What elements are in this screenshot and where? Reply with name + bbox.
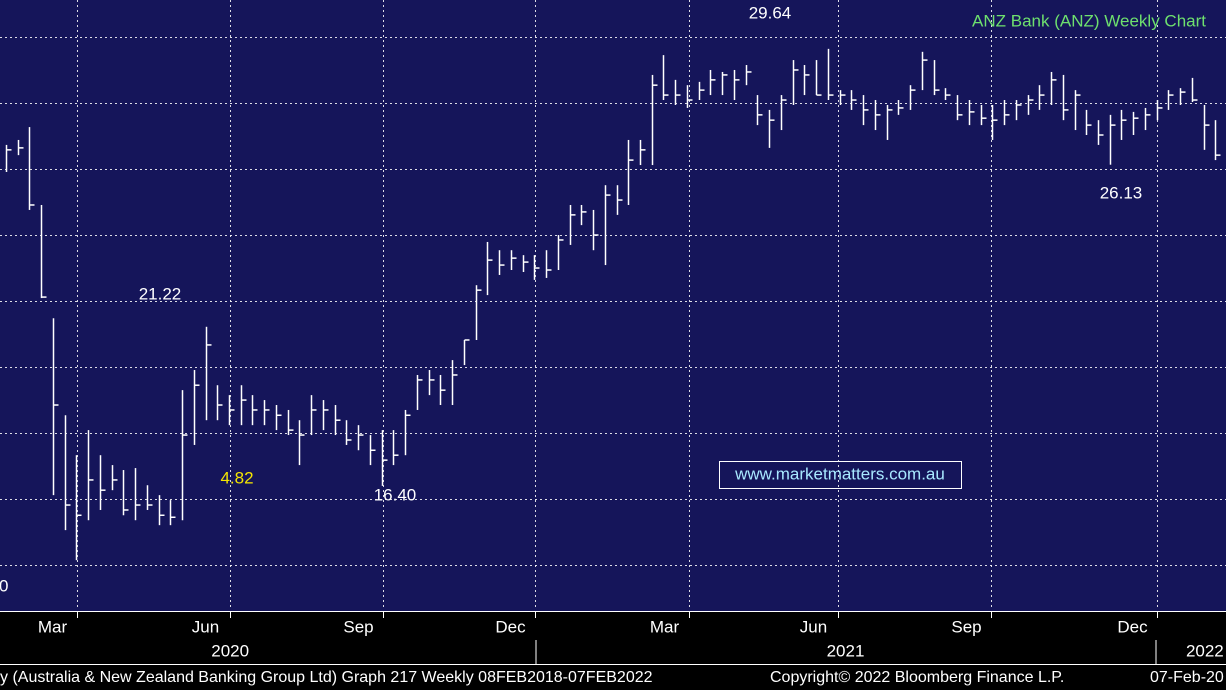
plot-background: [0, 0, 1226, 611]
year-label: 2021: [827, 641, 865, 660]
x-tick-label: Sep: [951, 617, 981, 636]
bars: [5, 48, 1221, 561]
annotation: 0: [0, 576, 8, 595]
x-tick-label: Jun: [800, 617, 827, 636]
footer-text: y (Australia & New Zealand Banking Group…: [0, 669, 653, 686]
x-tick-label: Sep: [343, 617, 373, 636]
watermark-box: [719, 461, 962, 489]
watermark: www.marketmatters.com.au: [734, 464, 945, 483]
chart-title: ANZ Bank (ANZ) Weekly Chart: [972, 11, 1206, 30]
grid: [0, 0, 1226, 610]
footer-text: Copyright© 2022 Bloomberg Finance L.P.: [770, 669, 1064, 686]
annotation: 26.13: [1100, 183, 1143, 202]
x-tick-label: Jun: [192, 617, 219, 636]
annotation: 4.82: [220, 468, 253, 487]
year-label: 2022: [1186, 641, 1224, 660]
footer-text: 07-Feb-20: [1150, 669, 1224, 686]
annotation: 29.64: [749, 3, 792, 22]
year-label: 2020: [211, 641, 249, 660]
x-tick-label: Mar: [650, 617, 680, 636]
x-tick-label: Dec: [1117, 617, 1148, 636]
annotation: 21.22: [139, 284, 182, 303]
axis-band: [0, 611, 1226, 690]
x-tick-label: Dec: [495, 617, 526, 636]
annotation: 16.40: [374, 485, 417, 504]
x-tick-label: Mar: [38, 617, 68, 636]
